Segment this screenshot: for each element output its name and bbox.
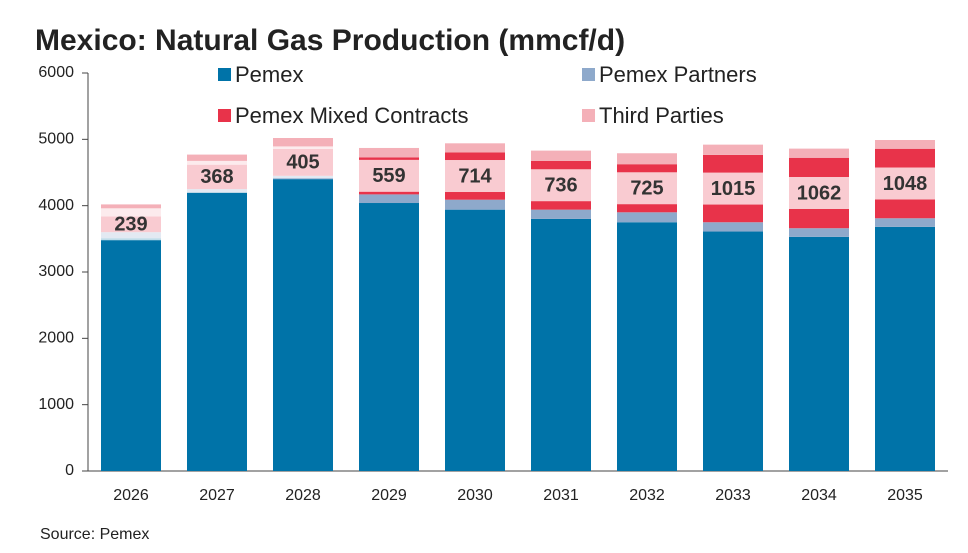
legend-label: Pemex	[235, 62, 303, 87]
bar-segment	[187, 192, 247, 471]
legend-label: Third Parties	[599, 103, 724, 128]
data-label: 1048	[883, 173, 928, 195]
x-tick-label: 2031	[543, 487, 579, 504]
bar-segment	[789, 236, 849, 471]
data-label: 714	[458, 165, 492, 187]
bar-segment	[359, 194, 419, 204]
legend-label: Pemex Mixed Contracts	[235, 103, 469, 128]
bar-segment	[875, 226, 935, 471]
bar-segment	[617, 212, 677, 223]
data-label: 239	[114, 214, 147, 236]
chart-title: Mexico: Natural Gas Production (mmcf/d)	[35, 24, 625, 57]
data-label: 1015	[711, 178, 756, 200]
bar-segment	[445, 143, 505, 153]
x-tick-label: 2033	[715, 487, 751, 504]
label-box	[786, 176, 852, 209]
bar-segment	[703, 231, 763, 471]
x-tick-label: 2032	[629, 487, 665, 504]
label-box	[700, 172, 766, 205]
bar-segment	[703, 222, 763, 232]
legend-swatch	[582, 68, 595, 81]
y-tick-label: 6000	[38, 64, 74, 81]
bar-segment	[617, 222, 677, 471]
bar-segment	[875, 139, 935, 149]
data-label: 559	[372, 165, 405, 187]
y-tick-label: 4000	[38, 197, 74, 214]
legend-label: Pemex Partners	[599, 62, 757, 87]
bar-segment	[617, 153, 677, 165]
legend-swatch	[218, 68, 231, 81]
x-tick-label: 2029	[371, 487, 407, 504]
label-box	[184, 160, 250, 193]
x-tick-label: 2026	[113, 487, 149, 504]
bar-segment	[273, 138, 333, 149]
x-tick-label: 2035	[887, 487, 923, 504]
bar-segment	[531, 150, 591, 161]
bar-segment	[789, 228, 849, 237]
bar-segment	[445, 199, 505, 210]
bar-segment	[359, 147, 419, 158]
bar-segment	[531, 209, 591, 219]
label-box	[528, 169, 594, 202]
legend-swatch	[582, 109, 595, 122]
bar-segment	[273, 179, 333, 471]
label-box	[872, 167, 938, 200]
source: Source: Pemex	[40, 526, 149, 543]
bar-segment	[101, 238, 161, 471]
x-tick-label: 2034	[801, 487, 837, 504]
bar-segment	[359, 203, 419, 471]
data-label: 368	[200, 166, 233, 188]
data-label: 405	[286, 152, 319, 174]
data-label: 725	[630, 178, 663, 200]
y-tick-label: 1000	[38, 396, 74, 413]
bar-segment	[531, 218, 591, 471]
label-box	[270, 146, 336, 179]
y-tick-label: 2000	[38, 330, 74, 347]
bar-segment	[789, 148, 849, 158]
x-tick-label: 2027	[199, 487, 235, 504]
y-tick-label: 0	[65, 462, 74, 479]
label-box	[442, 160, 508, 193]
x-tick-label: 2028	[285, 487, 321, 504]
bar-segment	[875, 218, 935, 227]
data-label: 736	[544, 175, 577, 197]
y-tick-label: 3000	[38, 263, 74, 280]
label-box	[614, 172, 680, 205]
label-box	[98, 208, 164, 241]
y-tick-label: 5000	[38, 131, 74, 148]
bar-segment	[703, 144, 763, 155]
legend-swatch	[218, 109, 231, 122]
label-box	[356, 159, 422, 192]
bar-segment	[187, 154, 247, 165]
data-label: 1062	[797, 182, 842, 204]
bar-segment	[445, 209, 505, 471]
x-tick-label: 2030	[457, 487, 493, 504]
